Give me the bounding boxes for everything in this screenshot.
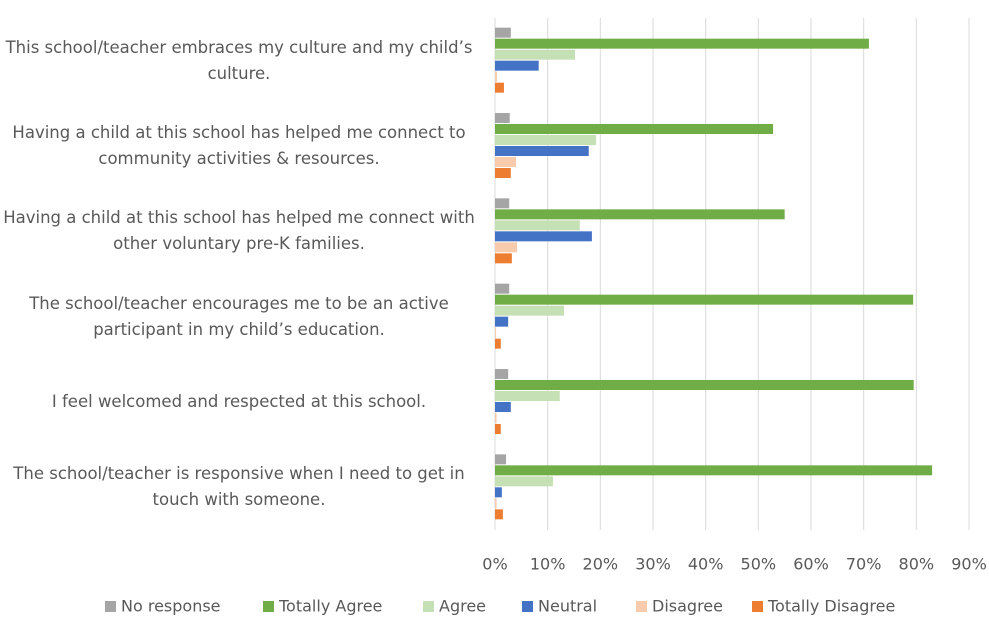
bar xyxy=(495,424,501,434)
bar xyxy=(495,487,502,498)
x-tick-label: 20% xyxy=(583,555,619,574)
category-label: The school/teacher is responsive when I … xyxy=(13,464,465,510)
x-tick-label: 60% xyxy=(793,555,829,574)
bar xyxy=(495,146,589,156)
bar xyxy=(495,231,592,242)
x-tick-label: 30% xyxy=(635,555,671,574)
bar xyxy=(495,135,597,145)
legend-swatch xyxy=(423,601,434,612)
category-label: Having a child at this school has helped… xyxy=(12,122,466,168)
bar xyxy=(495,498,497,509)
category-label: Having a child at this school has helped… xyxy=(3,208,475,254)
bar xyxy=(495,509,503,520)
bar xyxy=(495,316,509,327)
legend-label: No response xyxy=(121,597,221,616)
x-tick-label: 90% xyxy=(951,555,987,574)
bar xyxy=(495,157,517,167)
bar xyxy=(495,124,774,134)
x-tick-label: 10% xyxy=(530,555,566,574)
bar xyxy=(495,413,497,423)
bar xyxy=(495,242,518,253)
bar xyxy=(495,49,576,60)
bar xyxy=(495,465,933,476)
category-label: This school/teacher embraces my culture … xyxy=(5,37,473,83)
legend-label: Totally Disagree xyxy=(767,597,895,616)
bar xyxy=(495,327,497,338)
bar xyxy=(495,209,785,220)
bar xyxy=(495,113,510,123)
category-label: The school/teacher encourages me to be a… xyxy=(29,293,449,339)
bar xyxy=(495,168,511,178)
bar xyxy=(495,402,511,412)
bar xyxy=(495,454,507,465)
x-tick-label: 70% xyxy=(846,555,882,574)
bar xyxy=(495,294,914,305)
bar xyxy=(495,71,498,82)
legend-label: Agree xyxy=(439,597,486,616)
x-tick-label: 0% xyxy=(482,555,507,574)
legend-swatch xyxy=(752,601,763,612)
x-tick-label: 50% xyxy=(741,555,777,574)
x-tick-label: 80% xyxy=(899,555,935,574)
bar xyxy=(495,220,580,231)
bar xyxy=(495,305,564,316)
bar xyxy=(495,476,553,487)
bar xyxy=(495,283,510,294)
bar xyxy=(495,82,504,93)
x-tick-label: 40% xyxy=(688,555,724,574)
legend-swatch xyxy=(105,601,116,612)
legend-label: Disagree xyxy=(652,597,723,616)
legend-swatch xyxy=(263,601,274,612)
bar xyxy=(495,338,501,349)
bar xyxy=(495,391,560,401)
legend-label: Neutral xyxy=(538,597,597,616)
bar xyxy=(495,369,509,379)
bar xyxy=(495,380,914,390)
legend-swatch xyxy=(636,601,647,612)
category-label: I feel welcomed and respected at this sc… xyxy=(51,391,427,411)
bar xyxy=(495,27,511,38)
bar xyxy=(495,60,539,71)
legend-swatch xyxy=(522,601,533,612)
legend-label: Totally Agree xyxy=(278,597,382,616)
bar xyxy=(495,38,869,49)
bar xyxy=(495,198,510,209)
bar xyxy=(495,253,512,264)
